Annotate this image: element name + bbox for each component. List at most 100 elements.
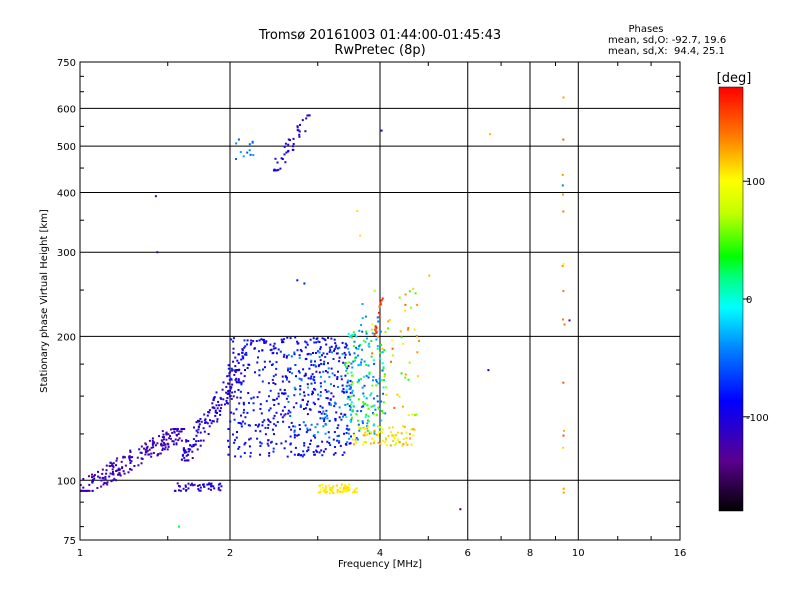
data-point xyxy=(375,413,378,416)
data-point xyxy=(380,430,383,433)
data-point xyxy=(349,391,352,394)
data-point xyxy=(167,443,170,446)
data-point xyxy=(263,360,266,363)
data-point xyxy=(360,324,363,326)
data-point xyxy=(287,149,290,152)
data-point xyxy=(354,488,357,491)
data-point xyxy=(237,421,240,424)
data-point xyxy=(380,129,383,132)
data-point xyxy=(213,487,216,490)
data-point xyxy=(313,381,316,384)
data-point xyxy=(246,411,249,414)
data-point xyxy=(212,485,215,488)
data-point xyxy=(227,392,230,395)
data-point xyxy=(376,434,379,437)
data-point xyxy=(348,428,351,431)
data-point xyxy=(289,442,292,445)
colorbar-ticks: 100 0 -100 xyxy=(743,177,769,424)
data-point xyxy=(561,173,564,176)
data-point xyxy=(307,400,309,403)
data-point xyxy=(162,444,165,447)
data-point xyxy=(234,371,237,373)
data-point xyxy=(352,331,355,334)
data-point xyxy=(249,451,252,454)
data-point xyxy=(352,360,355,363)
data-point xyxy=(233,441,236,444)
data-point xyxy=(258,391,261,394)
data-point xyxy=(416,303,419,306)
data-point xyxy=(378,427,381,430)
phase-summary-x: mean, sd,X: 94.4, 25.1 xyxy=(608,46,725,57)
data-point xyxy=(378,311,380,314)
data-point xyxy=(373,332,376,335)
data-point xyxy=(366,422,369,425)
data-point xyxy=(150,455,153,458)
data-point xyxy=(412,287,415,290)
data-point xyxy=(348,487,351,490)
data-point xyxy=(296,434,299,437)
data-point xyxy=(383,373,386,376)
data-point xyxy=(353,340,356,343)
data-point xyxy=(347,365,350,368)
data-point xyxy=(197,428,200,431)
data-point xyxy=(292,143,295,145)
data-point xyxy=(350,362,353,365)
data-point xyxy=(366,429,369,432)
data-point xyxy=(203,419,206,422)
data-point xyxy=(350,336,353,339)
data-point xyxy=(82,478,85,480)
data-point xyxy=(372,359,375,362)
data-point xyxy=(151,437,154,440)
data-point xyxy=(283,414,286,417)
data-point xyxy=(346,441,349,444)
data-point xyxy=(309,338,312,341)
data-point xyxy=(355,436,358,439)
data-point xyxy=(342,415,344,418)
data-point xyxy=(404,373,407,376)
data-point xyxy=(220,403,223,406)
data-point xyxy=(281,341,283,344)
data-point xyxy=(374,408,377,411)
data-point xyxy=(291,148,294,151)
data-point xyxy=(314,426,317,429)
data-point xyxy=(169,435,171,437)
data-point xyxy=(111,462,114,465)
data-point xyxy=(363,441,365,444)
data-point xyxy=(344,346,347,349)
data-point xyxy=(298,135,301,138)
data-point xyxy=(362,434,365,437)
data-point xyxy=(183,456,186,459)
data-point xyxy=(163,448,166,451)
data-point xyxy=(347,489,350,492)
data-point xyxy=(258,350,260,353)
data-point xyxy=(348,353,351,356)
data-point xyxy=(339,490,342,493)
data-point xyxy=(294,336,297,339)
data-point xyxy=(215,404,218,407)
data-point xyxy=(404,293,407,296)
data-point xyxy=(328,403,331,406)
data-point xyxy=(319,491,322,493)
data-point xyxy=(382,412,385,414)
data-point xyxy=(349,406,352,409)
data-point xyxy=(316,445,319,448)
data-point xyxy=(115,479,117,482)
data-point xyxy=(236,369,239,372)
data-point xyxy=(226,393,229,395)
data-point xyxy=(366,427,369,430)
data-point xyxy=(297,370,300,373)
data-point xyxy=(317,365,320,368)
data-point xyxy=(288,371,291,373)
data-point xyxy=(367,407,370,410)
data-point xyxy=(319,394,322,397)
data-point xyxy=(341,384,344,387)
data-point xyxy=(275,169,278,172)
data-point xyxy=(328,375,331,378)
chart-title: Tromsø 20161003 01:44:00-01:45:43 RwPret… xyxy=(180,28,580,58)
data-point xyxy=(562,96,565,99)
y-tick-label: 75 xyxy=(63,536,76,547)
data-point xyxy=(298,377,301,380)
data-point xyxy=(320,385,322,388)
data-point xyxy=(316,423,319,426)
